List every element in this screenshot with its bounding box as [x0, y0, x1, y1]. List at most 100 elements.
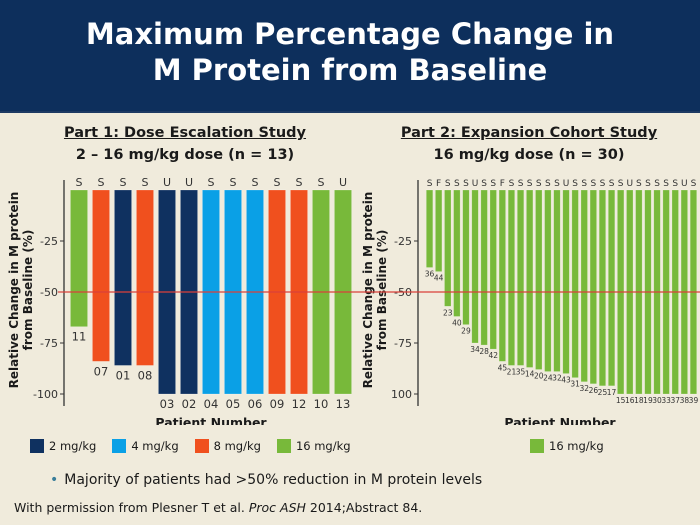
bar-patient-label: 33 — [661, 396, 671, 405]
bar-top-label: F — [436, 179, 441, 189]
bar-patient-label: 18 — [634, 396, 644, 405]
chart-expansion-cohort: Relative Change in M proteinfrom Baselin… — [360, 179, 700, 425]
y-axis-label-line1: Relative Change in M protein — [361, 192, 375, 389]
bar-patient-label: 34 — [470, 345, 480, 354]
bar — [136, 189, 154, 366]
legend-swatch-icon — [30, 439, 44, 453]
bar-top-label: S — [318, 176, 325, 189]
bar-top-label: S — [581, 179, 587, 189]
title-line-1: Maximum Percentage Change in — [85, 17, 615, 51]
bar-patient-label: 38 — [680, 396, 690, 405]
y-axis-label-line1: Relative Change in M protein — [7, 192, 21, 389]
y-tick-label: -75 — [394, 337, 412, 350]
bar-top-label: S — [590, 179, 596, 189]
citation: With permission from Plesner T et al. Pr… — [14, 500, 422, 515]
bar-top-label: S — [509, 179, 515, 189]
bar — [444, 189, 452, 307]
legend-label: 2 mg/kg — [49, 439, 97, 453]
bar-patient-label: 14 — [525, 369, 535, 378]
bar-patient-label: 07 — [94, 364, 109, 378]
bar-top-label: S — [454, 179, 460, 189]
bar — [425, 189, 434, 268]
bar-patient-label: 29 — [461, 327, 471, 336]
bar — [489, 189, 497, 350]
bar-patient-label: 13 — [336, 397, 351, 411]
bar-top-label: U — [163, 176, 171, 189]
bar — [70, 189, 88, 327]
bar-patient-label: 05 — [226, 397, 241, 411]
bar — [553, 189, 561, 372]
legend-item: 2 mg/kg — [30, 439, 96, 453]
bar-top-label: S — [654, 179, 660, 189]
bar-top-label: S — [609, 179, 615, 189]
bar-patient-label: 30 — [652, 396, 662, 405]
bar — [535, 189, 543, 370]
y-tick-label: -25 — [394, 235, 412, 248]
bar-patient-label: 02 — [182, 397, 197, 411]
legend-item: 16 mg/kg — [530, 439, 604, 453]
bar-top-label: S — [618, 179, 624, 189]
bar-top-label: S — [636, 179, 642, 189]
x-axis-label: Patient Number — [155, 415, 267, 425]
part1-subtitle: 2 – 16 mg/kg dose (n = 13) — [75, 147, 295, 163]
bar-top-label: U — [472, 179, 479, 189]
bar-top-label: S — [572, 179, 578, 189]
bar — [471, 189, 479, 344]
bar-top-label: S — [98, 176, 105, 189]
legend-swatch-icon — [530, 439, 544, 453]
part1-title: Part 1: Dose Escalation Study — [63, 125, 307, 141]
bar — [589, 189, 597, 385]
bar-top-label: S — [76, 176, 83, 189]
bar-top-label: U — [185, 176, 193, 189]
y-axis-label-line2: from Baseline (%) — [21, 230, 35, 351]
bar-top-label: S — [545, 179, 551, 189]
bar-top-label: S — [481, 179, 487, 189]
bar-top-label: S — [645, 179, 651, 189]
bar — [114, 189, 132, 366]
bar — [562, 189, 570, 374]
y-tick-label: 100 — [391, 388, 412, 401]
title-line-2: M Protein from Baseline — [152, 53, 548, 87]
legend-item: 8 mg/kg — [194, 439, 261, 453]
legend-item: 16 mg/kg — [276, 439, 351, 453]
bar — [92, 189, 110, 362]
bar-top-label: S — [490, 179, 496, 189]
bar-top-label: S — [600, 179, 606, 189]
part2-subtitle: 16 mg/kg dose (n = 30) — [433, 147, 625, 163]
bar-patient-label: 03 — [160, 397, 175, 411]
bar-top-label: F — [500, 179, 505, 189]
part2-title: Part 2: Expansion Cohort Study — [400, 125, 658, 141]
bar-top-label: U — [563, 179, 570, 189]
legend-label: 8 mg/kg — [213, 439, 261, 453]
bar — [453, 189, 461, 317]
bar-top-label: S — [142, 176, 149, 189]
bar — [544, 189, 552, 372]
bar — [516, 189, 525, 366]
y-axis-label: Relative Change in M proteinfrom Baselin… — [7, 192, 35, 389]
y-axis-label: Relative Change in M proteinfrom Baselin… — [361, 192, 389, 389]
bar-top-label: S — [427, 179, 433, 189]
bar-patient-label: 37 — [670, 396, 680, 405]
x-axis-label: Patient Number — [504, 415, 616, 425]
bar-top-label: U — [681, 179, 688, 189]
bar-top-label: S — [518, 179, 524, 189]
bullet-point: • Majority of patients had >50% reduction… — [50, 472, 482, 488]
bar-top-label: U — [339, 176, 347, 189]
bar — [435, 189, 443, 272]
bar-patient-label: 32 — [552, 374, 562, 383]
bar-top-label: S — [663, 179, 669, 189]
bar-patient-label: 23 — [443, 308, 453, 317]
bar — [507, 189, 516, 366]
legend-swatch-icon — [276, 439, 291, 453]
bar-patient-label: 19 — [643, 396, 653, 405]
bar — [498, 189, 506, 362]
bar — [580, 189, 588, 383]
bar-top-label: S — [208, 176, 215, 189]
bar-patient-label: 44 — [434, 274, 444, 283]
y-tick-label: -50 — [40, 286, 58, 299]
bar-top-label: U — [626, 179, 633, 189]
bar-top-label: S — [445, 179, 451, 189]
bar-patient-label: 35 — [516, 367, 526, 376]
bar-patient-label: 12 — [292, 397, 307, 411]
bullet-text: Majority of patients had >50% reduction … — [64, 472, 483, 488]
